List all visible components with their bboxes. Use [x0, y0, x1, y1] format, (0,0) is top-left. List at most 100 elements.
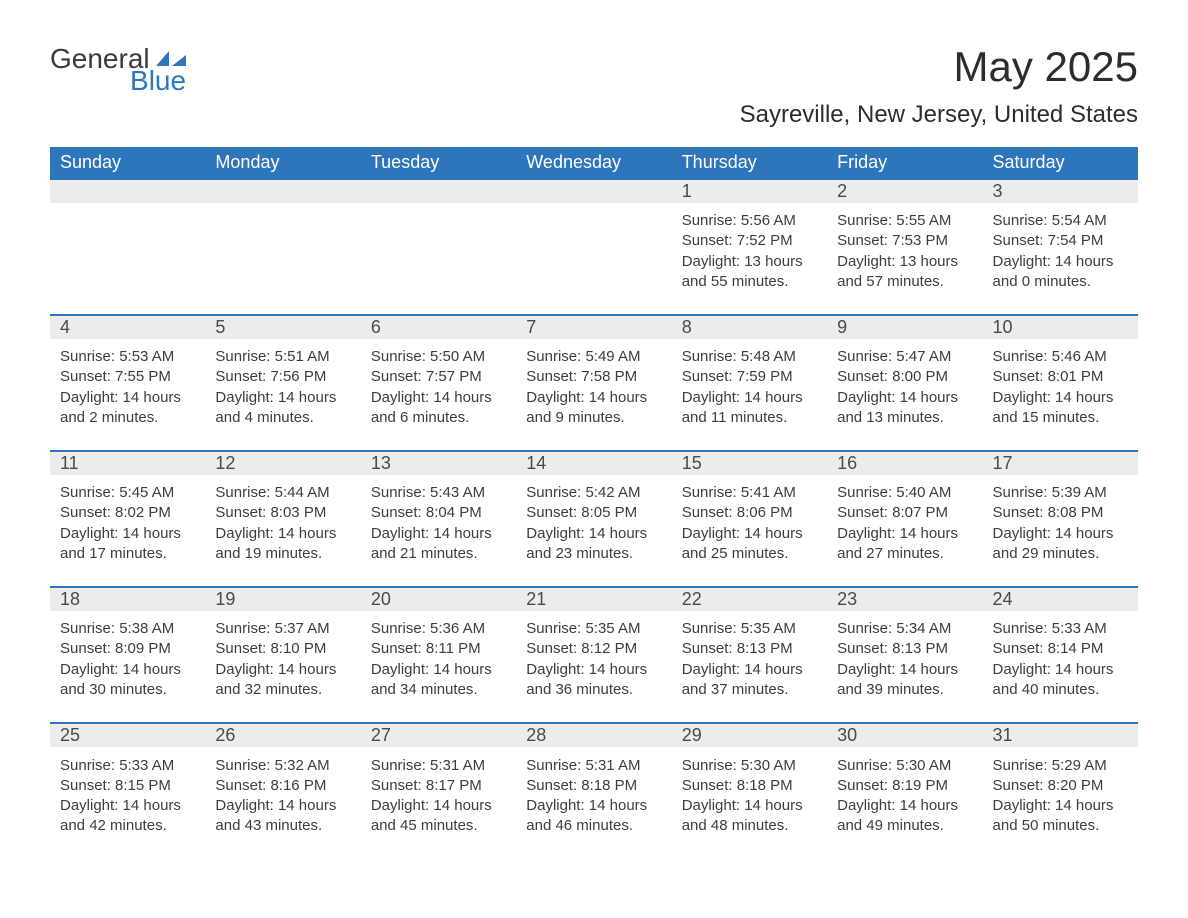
daylight-line-2: and 39 minutes. — [837, 680, 972, 700]
daylight-line-2: and 2 minutes. — [60, 408, 195, 428]
day-number-row: 123 — [50, 179, 1138, 203]
daylight-line-2: and 46 minutes. — [526, 816, 661, 836]
daylight-line-2: and 32 minutes. — [215, 680, 350, 700]
location-subtitle: Sayreville, New Jersey, United States — [740, 101, 1138, 129]
sunrise-line: Sunrise: 5:38 AM — [60, 619, 195, 639]
day-content-cell: Sunrise: 5:55 AMSunset: 7:53 PMDaylight:… — [827, 203, 982, 315]
daylight-line-2: and 23 minutes. — [526, 544, 661, 564]
day-number-cell: 27 — [361, 723, 516, 747]
weekday-header: Wednesday — [516, 147, 671, 179]
logo: General Blue — [50, 45, 186, 95]
sunset-line: Sunset: 8:04 PM — [371, 503, 506, 523]
day-content-cell: Sunrise: 5:32 AMSunset: 8:16 PMDaylight:… — [205, 747, 360, 859]
day-number-row: 11121314151617 — [50, 451, 1138, 475]
sunset-line: Sunset: 8:18 PM — [526, 776, 661, 796]
sunset-line: Sunset: 7:55 PM — [60, 367, 195, 387]
daylight-line-1: Daylight: 13 hours — [837, 252, 972, 272]
sunrise-line: Sunrise: 5:31 AM — [371, 756, 506, 776]
sunrise-line: Sunrise: 5:33 AM — [60, 756, 195, 776]
daylight-line-2: and 17 minutes. — [60, 544, 195, 564]
daylight-line-1: Daylight: 14 hours — [60, 660, 195, 680]
day-content-cell: Sunrise: 5:56 AMSunset: 7:52 PMDaylight:… — [672, 203, 827, 315]
day-content-row: Sunrise: 5:33 AMSunset: 8:15 PMDaylight:… — [50, 747, 1138, 859]
daylight-line-1: Daylight: 14 hours — [371, 796, 506, 816]
day-number-cell: 10 — [983, 315, 1138, 339]
sunset-line: Sunset: 7:57 PM — [371, 367, 506, 387]
day-number-cell: 19 — [205, 587, 360, 611]
day-content-row: Sunrise: 5:38 AMSunset: 8:09 PMDaylight:… — [50, 611, 1138, 723]
sunrise-line: Sunrise: 5:39 AM — [993, 483, 1128, 503]
day-content-cell: Sunrise: 5:49 AMSunset: 7:58 PMDaylight:… — [516, 339, 671, 451]
daylight-line-1: Daylight: 14 hours — [682, 388, 817, 408]
day-content-cell: Sunrise: 5:35 AMSunset: 8:13 PMDaylight:… — [672, 611, 827, 723]
day-content-cell — [205, 203, 360, 315]
weekday-header: Friday — [827, 147, 982, 179]
day-content-cell: Sunrise: 5:43 AMSunset: 8:04 PMDaylight:… — [361, 475, 516, 587]
sunset-line: Sunset: 7:59 PM — [682, 367, 817, 387]
daylight-line-2: and 40 minutes. — [993, 680, 1128, 700]
sunrise-line: Sunrise: 5:33 AM — [993, 619, 1128, 639]
day-number-cell — [205, 179, 360, 203]
day-content-cell: Sunrise: 5:31 AMSunset: 8:17 PMDaylight:… — [361, 747, 516, 859]
day-content-cell — [516, 203, 671, 315]
daylight-line-1: Daylight: 14 hours — [682, 660, 817, 680]
day-number-cell: 16 — [827, 451, 982, 475]
day-content-cell: Sunrise: 5:45 AMSunset: 8:02 PMDaylight:… — [50, 475, 205, 587]
daylight-line-2: and 37 minutes. — [682, 680, 817, 700]
daylight-line-1: Daylight: 14 hours — [682, 796, 817, 816]
weekday-header: Thursday — [672, 147, 827, 179]
sunset-line: Sunset: 8:13 PM — [837, 639, 972, 659]
sunrise-line: Sunrise: 5:51 AM — [215, 347, 350, 367]
daylight-line-1: Daylight: 13 hours — [682, 252, 817, 272]
day-content-cell: Sunrise: 5:44 AMSunset: 8:03 PMDaylight:… — [205, 475, 360, 587]
sunrise-line: Sunrise: 5:42 AM — [526, 483, 661, 503]
sunrise-line: Sunrise: 5:36 AM — [371, 619, 506, 639]
daylight-line-1: Daylight: 14 hours — [993, 524, 1128, 544]
day-content-cell: Sunrise: 5:53 AMSunset: 7:55 PMDaylight:… — [50, 339, 205, 451]
daylight-line-1: Daylight: 14 hours — [215, 796, 350, 816]
sunrise-line: Sunrise: 5:32 AM — [215, 756, 350, 776]
day-number-cell: 1 — [672, 179, 827, 203]
daylight-line-2: and 30 minutes. — [60, 680, 195, 700]
sunset-line: Sunset: 8:17 PM — [371, 776, 506, 796]
daylight-line-1: Daylight: 14 hours — [526, 660, 661, 680]
day-number-cell: 22 — [672, 587, 827, 611]
logo-text-wrap: General Blue — [50, 45, 186, 95]
sunrise-line: Sunrise: 5:41 AM — [682, 483, 817, 503]
daylight-line-1: Daylight: 14 hours — [371, 524, 506, 544]
day-number-cell: 9 — [827, 315, 982, 339]
sunset-line: Sunset: 8:09 PM — [60, 639, 195, 659]
day-content-cell: Sunrise: 5:47 AMSunset: 8:00 PMDaylight:… — [827, 339, 982, 451]
sunrise-line: Sunrise: 5:34 AM — [837, 619, 972, 639]
daylight-line-2: and 45 minutes. — [371, 816, 506, 836]
day-number-cell: 8 — [672, 315, 827, 339]
day-content-row: Sunrise: 5:53 AMSunset: 7:55 PMDaylight:… — [50, 339, 1138, 451]
daylight-line-2: and 6 minutes. — [371, 408, 506, 428]
sunset-line: Sunset: 8:10 PM — [215, 639, 350, 659]
day-number-row: 25262728293031 — [50, 723, 1138, 747]
day-content-row: Sunrise: 5:45 AMSunset: 8:02 PMDaylight:… — [50, 475, 1138, 587]
sunset-line: Sunset: 8:00 PM — [837, 367, 972, 387]
daylight-line-2: and 21 minutes. — [371, 544, 506, 564]
daylight-line-2: and 57 minutes. — [837, 272, 972, 292]
day-number-cell: 29 — [672, 723, 827, 747]
sunrise-line: Sunrise: 5:50 AM — [371, 347, 506, 367]
sunset-line: Sunset: 8:01 PM — [993, 367, 1128, 387]
day-content-cell: Sunrise: 5:33 AMSunset: 8:14 PMDaylight:… — [983, 611, 1138, 723]
sunrise-line: Sunrise: 5:45 AM — [60, 483, 195, 503]
day-content-cell: Sunrise: 5:31 AMSunset: 8:18 PMDaylight:… — [516, 747, 671, 859]
daylight-line-1: Daylight: 14 hours — [60, 388, 195, 408]
daylight-line-1: Daylight: 14 hours — [526, 524, 661, 544]
day-number-cell: 15 — [672, 451, 827, 475]
sunset-line: Sunset: 8:14 PM — [993, 639, 1128, 659]
day-content-cell: Sunrise: 5:50 AMSunset: 7:57 PMDaylight:… — [361, 339, 516, 451]
day-content-cell: Sunrise: 5:36 AMSunset: 8:11 PMDaylight:… — [361, 611, 516, 723]
day-number-cell: 2 — [827, 179, 982, 203]
day-number-cell: 5 — [205, 315, 360, 339]
day-content-cell: Sunrise: 5:30 AMSunset: 8:19 PMDaylight:… — [827, 747, 982, 859]
day-number-cell: 11 — [50, 451, 205, 475]
sunrise-line: Sunrise: 5:35 AM — [682, 619, 817, 639]
daylight-line-1: Daylight: 14 hours — [215, 388, 350, 408]
daylight-line-2: and 25 minutes. — [682, 544, 817, 564]
daylight-line-2: and 4 minutes. — [215, 408, 350, 428]
